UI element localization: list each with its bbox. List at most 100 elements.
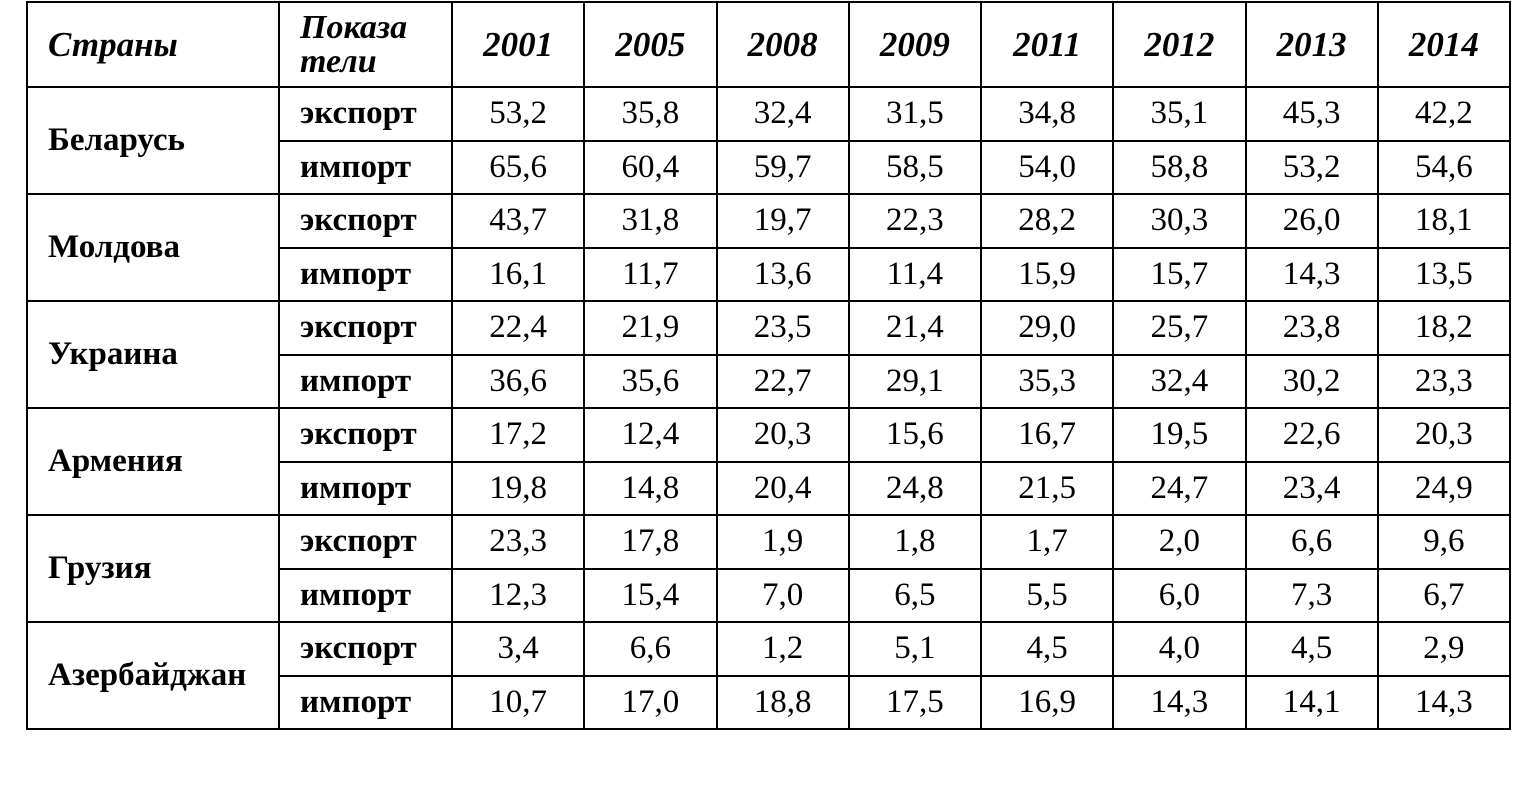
header-year: 2012 xyxy=(1112,1,1247,88)
export-value-cell: 12,4 xyxy=(583,407,718,463)
country-name: Армения xyxy=(26,407,280,516)
import-value-cell: 60,4 xyxy=(583,139,718,195)
trade-table-container: Страны Показа тели 2001 2005 2008 2009 20… xyxy=(26,1,1512,730)
export-value-cell: 32,4 xyxy=(715,86,850,142)
export-value-cell: 4,0 xyxy=(1112,621,1247,677)
table-row-export: Грузия экспорт 23,3 17,8 1,9 1,8 1,7 2,0 6,6 9,6 xyxy=(26,514,1512,623)
header-indicator-line2: тели xyxy=(300,42,377,80)
indicator-import-label: импорт xyxy=(278,674,453,730)
import-value-cell: 54,0 xyxy=(979,139,1115,195)
import-value-cell: 59,7 xyxy=(715,139,850,195)
export-value-cell: 30,3 xyxy=(1112,193,1247,249)
export-value-cell: 6,6 xyxy=(583,621,718,677)
import-value-cell: 6,7 xyxy=(1376,567,1512,623)
export-value-cell: 5,1 xyxy=(847,621,983,677)
export-value-cell: 20,3 xyxy=(1376,407,1512,463)
import-value-cell: 22,7 xyxy=(715,353,850,409)
import-value-cell: 23,3 xyxy=(1376,353,1512,409)
import-value-cell: 24,7 xyxy=(1112,460,1247,516)
import-value-cell: 21,5 xyxy=(979,460,1115,516)
export-value-cell: 42,2 xyxy=(1376,86,1512,142)
country-name: Грузия xyxy=(26,514,280,623)
export-value-cell: 23,3 xyxy=(450,514,586,570)
import-value-cell: 19,8 xyxy=(450,460,586,516)
export-value-cell: 23,5 xyxy=(715,300,850,356)
import-value-cell: 23,4 xyxy=(1244,460,1379,516)
import-value-cell: 24,9 xyxy=(1376,460,1512,516)
table-body: Беларусь экспорт 53,2 35,8 32,4 31,5 34,8 35,1 4… xyxy=(26,86,1512,730)
import-value-cell: 6,0 xyxy=(1112,567,1247,623)
table-row-export: Азербайджан экспорт 3,4 6,6 1,2 5,1 4,5 4,0 4,5 2… xyxy=(26,621,1512,730)
indicator-export-label: экспорт xyxy=(278,86,453,142)
import-value-cell: 35,6 xyxy=(583,353,718,409)
export-value-cell: 2,9 xyxy=(1376,621,1512,677)
table-row-import: импорт 19,8 14,8 20,4 24,8 21,5 24,7 23,4 24,9 xyxy=(27,460,1512,516)
import-value-cell: 30,2 xyxy=(1244,353,1379,409)
export-value-cell: 29,0 xyxy=(979,300,1115,356)
header-year: 2014 xyxy=(1376,1,1512,88)
import-value-cell: 6,5 xyxy=(847,567,983,623)
indicator-export-label: экспорт xyxy=(278,407,453,463)
export-value-cell: 19,7 xyxy=(715,193,850,249)
import-value-cell: 13,5 xyxy=(1376,246,1512,302)
export-value-cell: 31,5 xyxy=(847,86,983,142)
table-row-import: импорт 36,6 35,6 22,7 29,1 35,3 32,4 30,2 23,3 xyxy=(27,353,1512,409)
export-value-cell: 4,5 xyxy=(979,621,1115,677)
import-value-cell: 11,7 xyxy=(583,246,718,302)
country-name: Молдова xyxy=(26,193,280,302)
country-name: Украина xyxy=(26,300,280,409)
export-value-cell: 4,5 xyxy=(1244,621,1379,677)
header-country: Страны xyxy=(26,1,280,88)
export-value-cell: 16,7 xyxy=(979,407,1115,463)
export-value-cell: 9,6 xyxy=(1376,514,1512,570)
export-value-cell: 17,8 xyxy=(583,514,718,570)
header-year: 2011 xyxy=(979,1,1115,88)
export-value-cell: 19,5 xyxy=(1112,407,1247,463)
export-value-cell: 2,0 xyxy=(1112,514,1247,570)
import-value-cell: 36,6 xyxy=(450,353,586,409)
indicator-export-label: экспорт xyxy=(278,621,453,677)
import-value-cell: 14,3 xyxy=(1112,674,1247,730)
export-value-cell: 20,3 xyxy=(715,407,850,463)
indicator-import-label: импорт xyxy=(278,139,453,195)
indicator-import-label: импорт xyxy=(278,246,453,302)
export-value-cell: 26,0 xyxy=(1244,193,1379,249)
import-value-cell: 65,6 xyxy=(450,139,586,195)
header-year: 2013 xyxy=(1244,1,1379,88)
country-name: Азербайджан xyxy=(26,621,280,730)
header-indicator: Показа тели xyxy=(278,1,453,88)
export-value-cell: 18,1 xyxy=(1376,193,1512,249)
import-value-cell: 14,8 xyxy=(583,460,718,516)
import-value-cell: 24,8 xyxy=(847,460,983,516)
table-row-import: импорт 16,1 11,7 13,6 11,4 15,9 15,7 14,3 13,5 xyxy=(27,246,1512,302)
export-value-cell: 35,8 xyxy=(583,86,718,142)
export-value-cell: 28,2 xyxy=(979,193,1115,249)
export-value-cell: 23,8 xyxy=(1244,300,1379,356)
table-row-export: Молдова экспорт 43,7 31,8 19,7 22,3 28,2 30,3 26… xyxy=(26,193,1512,302)
export-value-cell: 34,8 xyxy=(979,86,1115,142)
export-value-cell: 1,2 xyxy=(715,621,850,677)
country-name: Беларусь xyxy=(26,86,280,195)
export-value-cell: 22,4 xyxy=(450,300,586,356)
import-value-cell: 11,4 xyxy=(847,246,983,302)
import-value-cell: 35,3 xyxy=(979,353,1115,409)
export-value-cell: 31,8 xyxy=(583,193,718,249)
header-row: Страны Показа тели 2001 2005 2008 2009 20… xyxy=(26,1,1512,88)
export-value-cell: 21,4 xyxy=(847,300,983,356)
import-value-cell: 53,2 xyxy=(1244,139,1379,195)
import-value-cell: 10,7 xyxy=(450,674,586,730)
table-row-export: Украина экспорт 22,4 21,9 23,5 21,4 29,0 25,7 23… xyxy=(26,300,1512,409)
header-year: 2005 xyxy=(583,1,718,88)
indicator-export-label: экспорт xyxy=(278,193,453,249)
import-value-cell: 15,9 xyxy=(979,246,1115,302)
table-row-export: Армения экспорт 17,2 12,4 20,3 15,6 16,7 19,5 22… xyxy=(26,407,1512,516)
export-value-cell: 17,2 xyxy=(450,407,586,463)
export-value-cell: 6,6 xyxy=(1244,514,1379,570)
import-value-cell: 14,3 xyxy=(1244,246,1379,302)
import-value-cell: 29,1 xyxy=(847,353,983,409)
export-value-cell: 1,7 xyxy=(979,514,1115,570)
export-value-cell: 21,9 xyxy=(583,300,718,356)
export-value-cell: 3,4 xyxy=(450,621,586,677)
export-value-cell: 1,9 xyxy=(715,514,850,570)
table-row-import: импорт 10,7 17,0 18,8 17,5 16,9 14,3 14,1 14,3 xyxy=(27,674,1512,730)
